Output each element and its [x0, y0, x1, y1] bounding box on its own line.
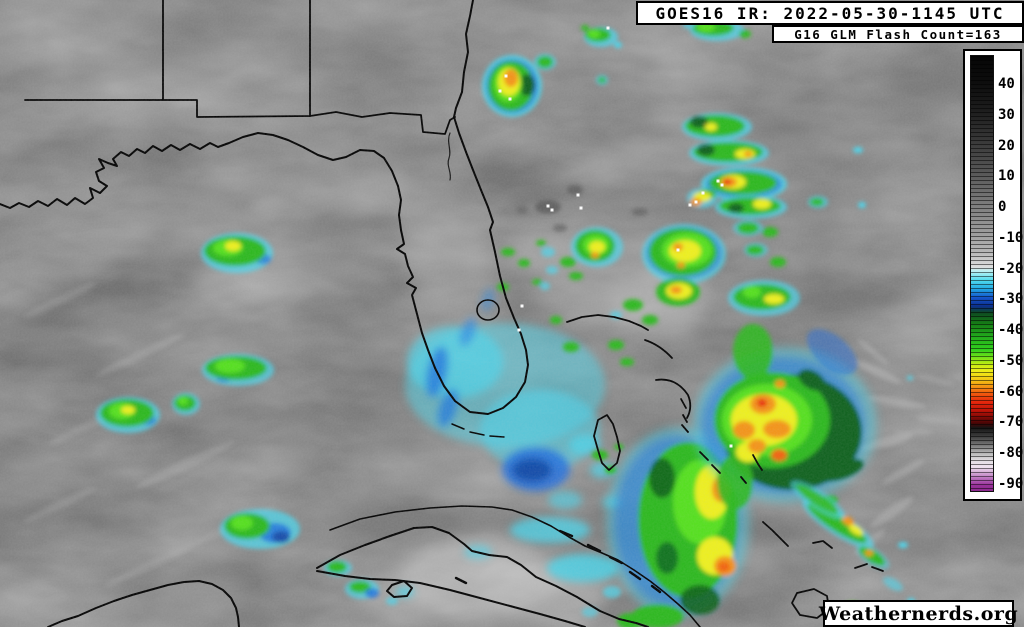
colorbar-gradient — [970, 55, 994, 492]
colorbar-tick: -70 — [998, 414, 1024, 430]
colorbar-tick: -30 — [998, 291, 1024, 307]
colorbar-tick: -90 — [998, 476, 1024, 492]
colorbar-tick: 0 — [998, 199, 1007, 215]
watermark-text: Weathernerds.org — [818, 602, 1019, 625]
colorbar-tick: 10 — [998, 168, 1015, 184]
colorbar-tick: -60 — [998, 384, 1024, 400]
colorbar-tick: 40 — [998, 76, 1015, 92]
title-text: GOES16 IR: 2022-05-30-1145 UTC — [655, 3, 1005, 23]
colorbar-segment-lines — [971, 56, 993, 491]
flash-count-bar: G16 GLM Flash Count=163 — [772, 25, 1024, 43]
flash-count-text: G16 GLM Flash Count=163 — [794, 26, 1002, 42]
colorbar-tick: -50 — [998, 353, 1024, 369]
colorbar-tick: -40 — [998, 322, 1024, 338]
colorbar-tick: -20 — [998, 261, 1024, 277]
colorbar-tick: -80 — [998, 445, 1024, 461]
colorbar-tick: 20 — [998, 138, 1015, 154]
title-bar: GOES16 IR: 2022-05-30-1145 UTC — [636, 1, 1024, 25]
colorbar-panel: 40 30 20 10 0 -10 -20 -30 -40 -50 -60 -70 -80 -90 — [963, 49, 1024, 501]
colorbar-tick: -10 — [998, 230, 1024, 246]
colorbar-tick: 30 — [998, 107, 1015, 123]
watermark: Weathernerds.org — [819, 600, 1018, 627]
